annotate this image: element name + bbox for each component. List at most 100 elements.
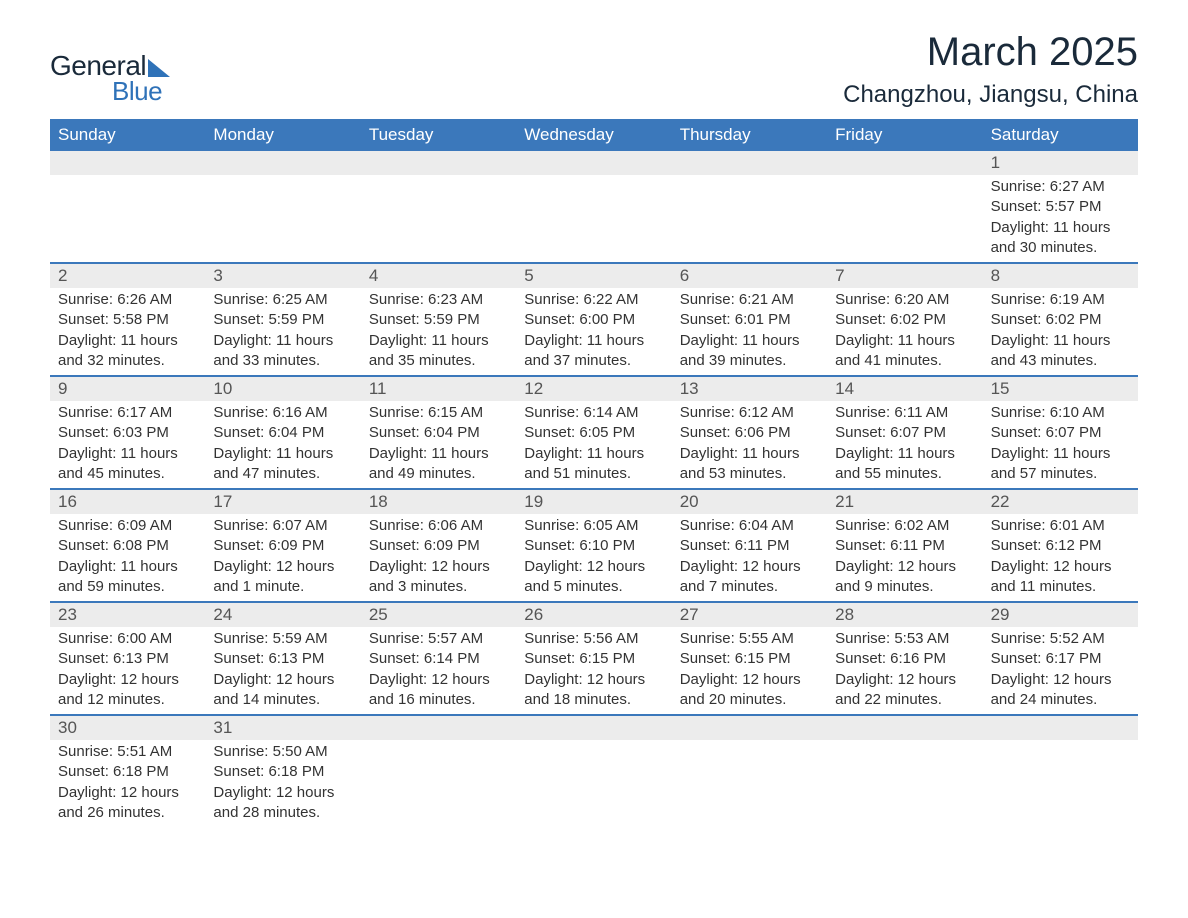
calendar-day-number: 5 <box>516 264 671 288</box>
calendar-day-number: 30 <box>50 716 205 740</box>
calendar-day-number: 12 <box>516 377 671 401</box>
calendar-day-cell: Sunrise: 6:26 AMSunset: 5:58 PMDaylight:… <box>50 288 205 375</box>
calendar-daynum-row: 9101112131415 <box>50 375 1138 401</box>
calendar-header-day: Wednesday <box>516 119 671 151</box>
calendar-day-cell: Sunrise: 5:52 AMSunset: 6:17 PMDaylight:… <box>983 627 1138 714</box>
sunset-text: Sunset: 6:03 PM <box>58 423 197 443</box>
sunset-text: Sunset: 6:11 PM <box>835 536 974 556</box>
calendar-day-number: 19 <box>516 490 671 514</box>
calendar-day-cell: Sunrise: 6:27 AMSunset: 5:57 PMDaylight:… <box>983 175 1138 262</box>
sunset-text: Sunset: 6:08 PM <box>58 536 197 556</box>
calendar-day-cell: Sunrise: 6:07 AMSunset: 6:09 PMDaylight:… <box>205 514 360 601</box>
calendar-day-number: 14 <box>827 377 982 401</box>
calendar-day-number <box>516 151 671 175</box>
calendar-day-cell <box>361 175 516 262</box>
sunrise-text: Sunrise: 6:26 AM <box>58 290 197 310</box>
sunrise-text: Sunrise: 6:11 AM <box>835 403 974 423</box>
daylight-text: Daylight: 11 hours and 53 minutes. <box>680 444 819 485</box>
sunset-text: Sunset: 6:13 PM <box>213 649 352 669</box>
daylight-text: Daylight: 11 hours and 59 minutes. <box>58 557 197 598</box>
calendar-day-number: 23 <box>50 603 205 627</box>
sunset-text: Sunset: 5:58 PM <box>58 310 197 330</box>
calendar-day-number: 16 <box>50 490 205 514</box>
sunset-text: Sunset: 6:17 PM <box>991 649 1130 669</box>
calendar-day-cell <box>827 740 982 827</box>
calendar-day-number <box>516 716 671 740</box>
sunset-text: Sunset: 6:09 PM <box>369 536 508 556</box>
calendar-day-cell <box>50 175 205 262</box>
sunrise-text: Sunrise: 6:21 AM <box>680 290 819 310</box>
calendar-day-cell: Sunrise: 5:53 AMSunset: 6:16 PMDaylight:… <box>827 627 982 714</box>
calendar-daynum-row: 3031 <box>50 714 1138 740</box>
calendar-day-cell: Sunrise: 6:22 AMSunset: 6:00 PMDaylight:… <box>516 288 671 375</box>
calendar-day-number <box>672 716 827 740</box>
calendar-day-number: 1 <box>983 151 1138 175</box>
calendar-day-cell <box>516 175 671 262</box>
sunrise-text: Sunrise: 6:14 AM <box>524 403 663 423</box>
daylight-text: Daylight: 11 hours and 55 minutes. <box>835 444 974 485</box>
daylight-text: Daylight: 11 hours and 33 minutes. <box>213 331 352 372</box>
calendar-day-number: 21 <box>827 490 982 514</box>
calendar-day-cell <box>983 740 1138 827</box>
calendar-day-cell: Sunrise: 6:10 AMSunset: 6:07 PMDaylight:… <box>983 401 1138 488</box>
calendar-week-row: Sunrise: 6:17 AMSunset: 6:03 PMDaylight:… <box>50 401 1138 488</box>
calendar-header-row: SundayMondayTuesdayWednesdayThursdayFrid… <box>50 119 1138 151</box>
daylight-text: Daylight: 11 hours and 49 minutes. <box>369 444 508 485</box>
calendar-day-number: 20 <box>672 490 827 514</box>
daylight-text: Daylight: 12 hours and 16 minutes. <box>369 670 508 711</box>
daylight-text: Daylight: 12 hours and 11 minutes. <box>991 557 1130 598</box>
calendar-day-number <box>983 716 1138 740</box>
daylight-text: Daylight: 12 hours and 12 minutes. <box>58 670 197 711</box>
daylight-text: Daylight: 11 hours and 47 minutes. <box>213 444 352 485</box>
sunset-text: Sunset: 5:59 PM <box>213 310 352 330</box>
daylight-text: Daylight: 12 hours and 24 minutes. <box>991 670 1130 711</box>
calendar-day-cell <box>672 740 827 827</box>
calendar-day-cell: Sunrise: 6:19 AMSunset: 6:02 PMDaylight:… <box>983 288 1138 375</box>
sunrise-text: Sunrise: 6:23 AM <box>369 290 508 310</box>
calendar-day-cell: Sunrise: 6:20 AMSunset: 6:02 PMDaylight:… <box>827 288 982 375</box>
title-block: March 2025 Changzhou, Jiangsu, China <box>843 30 1138 109</box>
calendar-day-number: 15 <box>983 377 1138 401</box>
daylight-text: Daylight: 11 hours and 30 minutes. <box>991 218 1130 259</box>
calendar-daynum-row: 16171819202122 <box>50 488 1138 514</box>
calendar-day-number: 26 <box>516 603 671 627</box>
sunset-text: Sunset: 6:04 PM <box>369 423 508 443</box>
calendar-day-cell: Sunrise: 6:25 AMSunset: 5:59 PMDaylight:… <box>205 288 360 375</box>
calendar-day-number: 4 <box>361 264 516 288</box>
sunset-text: Sunset: 6:05 PM <box>524 423 663 443</box>
calendar-day-number: 29 <box>983 603 1138 627</box>
sunrise-text: Sunrise: 6:27 AM <box>991 177 1130 197</box>
sunrise-text: Sunrise: 6:20 AM <box>835 290 974 310</box>
sunrise-text: Sunrise: 5:52 AM <box>991 629 1130 649</box>
sunrise-text: Sunrise: 6:10 AM <box>991 403 1130 423</box>
calendar-header-day: Sunday <box>50 119 205 151</box>
sunrise-text: Sunrise: 6:09 AM <box>58 516 197 536</box>
sunset-text: Sunset: 6:04 PM <box>213 423 352 443</box>
calendar-day-number: 18 <box>361 490 516 514</box>
sunrise-text: Sunrise: 6:04 AM <box>680 516 819 536</box>
daylight-text: Daylight: 11 hours and 45 minutes. <box>58 444 197 485</box>
calendar-day-cell <box>205 175 360 262</box>
sunrise-text: Sunrise: 6:06 AM <box>369 516 508 536</box>
calendar-day-number: 31 <box>205 716 360 740</box>
sunset-text: Sunset: 6:02 PM <box>835 310 974 330</box>
calendar-header-day: Tuesday <box>361 119 516 151</box>
daylight-text: Daylight: 11 hours and 57 minutes. <box>991 444 1130 485</box>
calendar-day-number: 9 <box>50 377 205 401</box>
calendar-day-cell: Sunrise: 6:12 AMSunset: 6:06 PMDaylight:… <box>672 401 827 488</box>
sunrise-text: Sunrise: 5:50 AM <box>213 742 352 762</box>
calendar: SundayMondayTuesdayWednesdayThursdayFrid… <box>50 119 1138 827</box>
daylight-text: Daylight: 11 hours and 51 minutes. <box>524 444 663 485</box>
daylight-text: Daylight: 12 hours and 22 minutes. <box>835 670 974 711</box>
calendar-day-cell: Sunrise: 6:06 AMSunset: 6:09 PMDaylight:… <box>361 514 516 601</box>
sunrise-text: Sunrise: 6:19 AM <box>991 290 1130 310</box>
sunrise-text: Sunrise: 5:59 AM <box>213 629 352 649</box>
sunset-text: Sunset: 6:18 PM <box>213 762 352 782</box>
daylight-text: Daylight: 12 hours and 3 minutes. <box>369 557 508 598</box>
calendar-day-cell: Sunrise: 6:14 AMSunset: 6:05 PMDaylight:… <box>516 401 671 488</box>
calendar-day-number: 6 <box>672 264 827 288</box>
daylight-text: Daylight: 11 hours and 37 minutes. <box>524 331 663 372</box>
calendar-day-number: 27 <box>672 603 827 627</box>
calendar-day-cell: Sunrise: 5:59 AMSunset: 6:13 PMDaylight:… <box>205 627 360 714</box>
calendar-day-number: 28 <box>827 603 982 627</box>
